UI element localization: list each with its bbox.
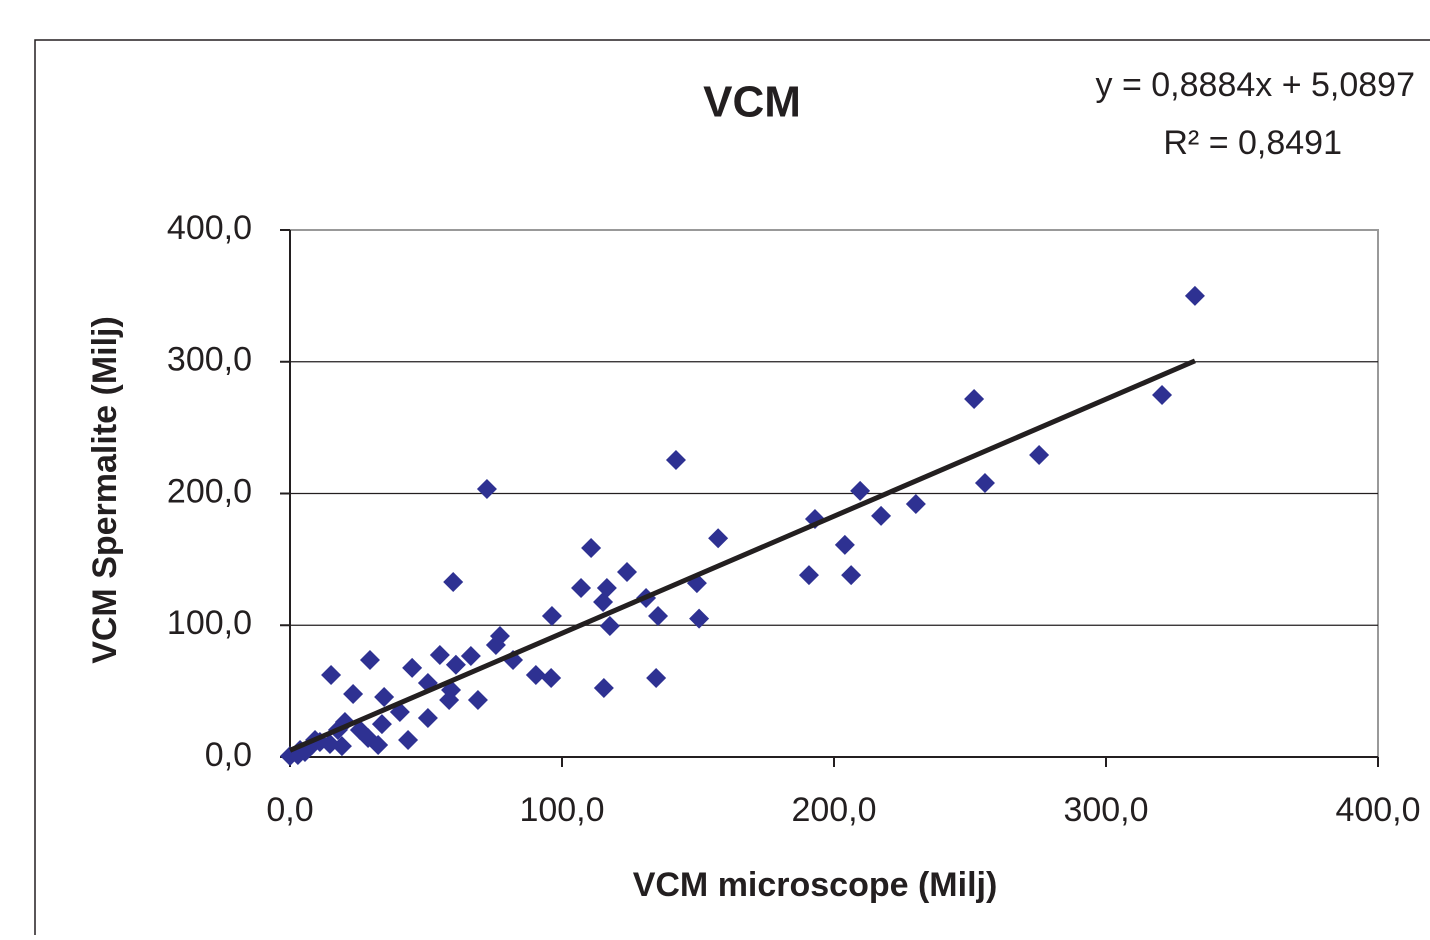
data-point: [593, 677, 614, 698]
data-point: [460, 645, 481, 666]
y-tick-label: 100,0: [167, 604, 252, 642]
data-point: [617, 562, 638, 583]
y-tick-label: 300,0: [167, 341, 252, 379]
x-tick-label: 300,0: [1063, 791, 1148, 829]
data-point: [541, 667, 562, 688]
data-point: [374, 687, 395, 708]
y-tick-label: 0,0: [205, 736, 252, 774]
data-point: [485, 635, 506, 656]
data-point: [1184, 285, 1205, 306]
data-point: [417, 708, 438, 729]
data-point: [1152, 384, 1173, 405]
data-point: [841, 565, 862, 586]
data-point: [445, 654, 466, 675]
data-point: [648, 606, 669, 627]
data-point: [467, 689, 488, 710]
y-tick-label: 200,0: [167, 472, 252, 510]
data-point: [834, 534, 855, 555]
data-point: [850, 480, 871, 501]
data-point: [964, 389, 985, 410]
data-point: [321, 665, 342, 686]
x-tick-label: 0,0: [266, 791, 313, 829]
data-point: [646, 667, 667, 688]
data-point: [359, 650, 380, 671]
y-axis-label: VCM Spermalite (Milj): [86, 316, 124, 664]
data-point: [708, 528, 729, 549]
data-point: [476, 479, 497, 500]
data-point: [1029, 445, 1050, 466]
data-point: [599, 616, 620, 637]
data-point: [398, 730, 419, 751]
r-squared: R² = 0,8491: [1163, 124, 1342, 162]
x-tick-label: 400,0: [1335, 791, 1420, 829]
chart-title: VCM: [703, 78, 801, 127]
data-point: [665, 450, 686, 471]
data-point: [593, 592, 614, 613]
x-axis-label: VCM microscope (Milj): [633, 866, 998, 904]
data-point: [443, 572, 464, 593]
data-point: [439, 689, 460, 710]
data-point: [974, 472, 995, 493]
data-point: [905, 494, 926, 515]
x-tick-label: 200,0: [791, 791, 876, 829]
data-point: [571, 577, 592, 598]
data-point: [429, 645, 450, 666]
y-tick-label: 400,0: [167, 209, 252, 247]
data-point: [371, 714, 392, 735]
data-point: [402, 657, 423, 678]
data-point: [541, 606, 562, 627]
data-point: [689, 608, 710, 629]
data-point: [596, 577, 617, 598]
trendline-equation: y = 0,8884x + 5,0897: [1096, 66, 1415, 104]
x-tick-label: 100,0: [519, 791, 604, 829]
data-point: [871, 505, 892, 526]
data-point: [581, 538, 602, 559]
data-point: [798, 565, 819, 586]
data-point: [343, 684, 364, 705]
data-point: [525, 665, 546, 686]
trendline: [289, 358, 1196, 753]
